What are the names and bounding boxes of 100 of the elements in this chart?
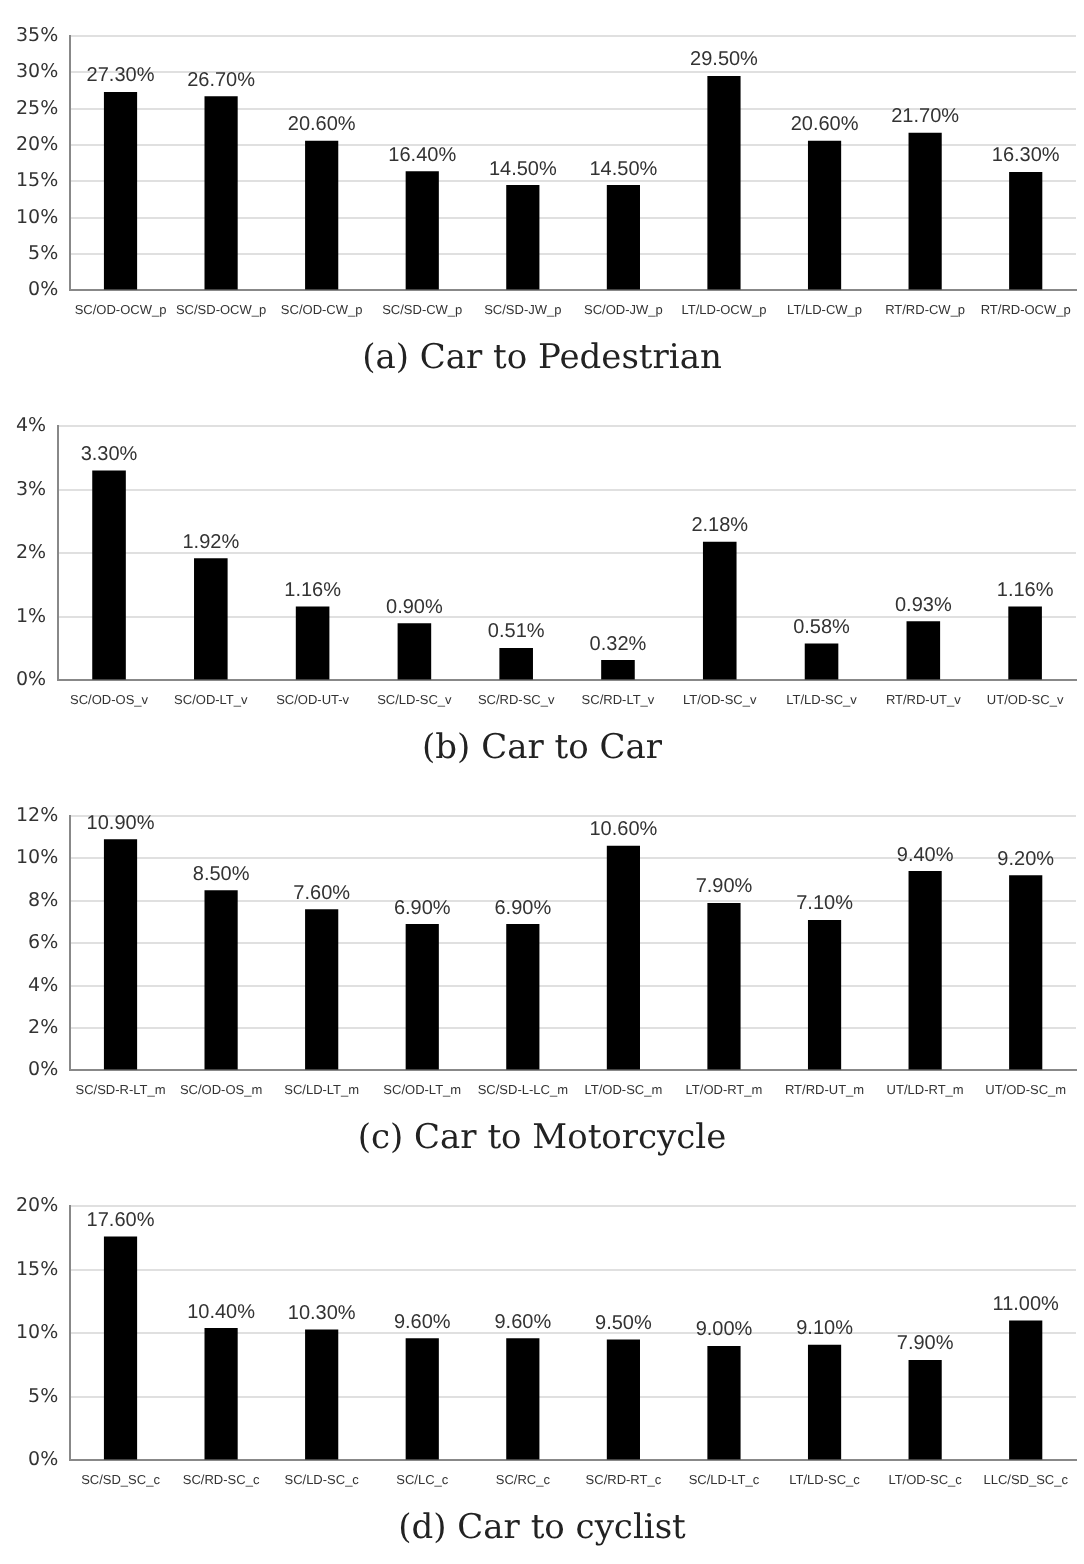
bar bbox=[295, 606, 330, 680]
data-label: 20.60% bbox=[790, 114, 859, 137]
bar bbox=[707, 902, 741, 1070]
data-label: 3.30% bbox=[80, 444, 138, 467]
data-label: 0.51% bbox=[487, 621, 545, 644]
y-tick-label: 30% bbox=[15, 61, 59, 84]
bar bbox=[1009, 1320, 1043, 1460]
data-label: 10.40% bbox=[187, 1301, 256, 1324]
y-tick-label: 4% bbox=[28, 974, 59, 997]
data-label: 6.90% bbox=[393, 897, 451, 920]
bar bbox=[506, 924, 540, 1070]
data-label: 1.92% bbox=[182, 531, 240, 554]
bar bbox=[305, 140, 339, 290]
bar bbox=[405, 171, 439, 290]
y-tick-label: 20% bbox=[15, 1194, 59, 1217]
y-tick-label: 0% bbox=[28, 279, 59, 302]
y-tick-label: 12% bbox=[15, 804, 59, 827]
bar bbox=[103, 1236, 138, 1460]
bar bbox=[405, 1338, 439, 1460]
data-label: 6.90% bbox=[494, 897, 552, 920]
bar bbox=[606, 185, 640, 290]
bar bbox=[194, 558, 228, 680]
y-tick-label: 3% bbox=[15, 478, 47, 501]
bar bbox=[397, 623, 432, 680]
data-label: 9.40% bbox=[896, 844, 954, 867]
bar bbox=[499, 647, 533, 680]
data-label: 17.60% bbox=[86, 1210, 155, 1233]
data-label: 9.50% bbox=[595, 1313, 652, 1336]
data-label: 10.90% bbox=[86, 812, 155, 835]
bar bbox=[807, 1344, 842, 1460]
y-tick-label: 35% bbox=[15, 24, 59, 47]
text: (c) Car to Motorcycle bbox=[355, 1116, 729, 1162]
bar bbox=[204, 96, 238, 290]
data-label: 29.50% bbox=[690, 49, 759, 72]
y-tick-label: 5% bbox=[28, 242, 59, 265]
data-label: 8.50% bbox=[192, 863, 250, 886]
data-label: 7.10% bbox=[796, 893, 854, 916]
y-tick-label: 2% bbox=[15, 542, 47, 565]
data-label: 9.00% bbox=[695, 1319, 753, 1342]
data-label: 7.90% bbox=[695, 876, 753, 899]
data-label: 7.90% bbox=[896, 1333, 954, 1356]
data-label: 0.58% bbox=[793, 617, 851, 640]
data-label: 9.60% bbox=[393, 1311, 451, 1334]
bar bbox=[204, 1328, 238, 1460]
y-tick-label: 1% bbox=[15, 605, 47, 628]
bar bbox=[908, 132, 942, 290]
bar bbox=[702, 541, 737, 680]
bar bbox=[908, 1359, 942, 1460]
y-tick-label: 15% bbox=[15, 170, 59, 193]
text: (d) Car to cyclist bbox=[396, 1506, 688, 1552]
data-label: 14.50% bbox=[589, 158, 658, 181]
data-label: 11.00% bbox=[992, 1293, 1060, 1316]
data-label: 21.70% bbox=[891, 106, 960, 129]
data-label: 27.30% bbox=[86, 65, 155, 88]
bar bbox=[807, 140, 842, 290]
data-label: 1.16% bbox=[996, 580, 1054, 603]
bar bbox=[804, 643, 839, 680]
bar bbox=[906, 621, 941, 680]
data-label: 9.10% bbox=[796, 1318, 854, 1341]
bar bbox=[1009, 875, 1043, 1070]
data-label: 9.20% bbox=[997, 848, 1055, 871]
bar bbox=[606, 1339, 640, 1460]
y-tick-label: 0% bbox=[28, 1059, 59, 1082]
bar bbox=[707, 1345, 741, 1460]
y-tick-label: 10% bbox=[15, 206, 59, 229]
y-tick-label: 25% bbox=[15, 97, 59, 120]
bar bbox=[305, 909, 339, 1070]
bar bbox=[908, 871, 942, 1070]
data-label: 26.70% bbox=[187, 69, 256, 92]
data-label: 0.90% bbox=[386, 596, 443, 619]
bar bbox=[506, 1338, 540, 1460]
data-label: 0.93% bbox=[894, 594, 952, 617]
y-tick-label: 8% bbox=[28, 889, 59, 912]
bar bbox=[92, 470, 126, 680]
data-label: 20.60% bbox=[287, 114, 356, 137]
bar bbox=[707, 75, 741, 290]
bar bbox=[1008, 606, 1042, 680]
bar bbox=[807, 919, 842, 1070]
y-tick-label: 2% bbox=[28, 1016, 59, 1039]
y-tick-label: 10% bbox=[15, 847, 59, 870]
data-label: 10.60% bbox=[589, 819, 658, 842]
data-label: 0.32% bbox=[589, 633, 647, 656]
data-label: 2.18% bbox=[691, 515, 749, 538]
bar bbox=[606, 845, 640, 1070]
bar bbox=[103, 91, 138, 290]
bar bbox=[305, 1329, 339, 1460]
bar bbox=[204, 890, 238, 1070]
data-label: 16.40% bbox=[388, 144, 457, 167]
y-tick-label: 0% bbox=[15, 669, 47, 692]
bar bbox=[1009, 171, 1043, 290]
data-label: 7.60% bbox=[293, 882, 351, 905]
bar bbox=[506, 185, 540, 290]
data-label: 9.60% bbox=[494, 1311, 552, 1334]
y-tick-label: 0% bbox=[28, 1449, 59, 1472]
data-label: 1.16% bbox=[284, 580, 342, 603]
bar bbox=[103, 839, 138, 1070]
data-label: 14.50% bbox=[488, 158, 557, 181]
y-tick-label: 5% bbox=[28, 1385, 59, 1408]
data-label: 16.30% bbox=[991, 145, 1060, 168]
y-tick-label: 15% bbox=[15, 1258, 59, 1281]
